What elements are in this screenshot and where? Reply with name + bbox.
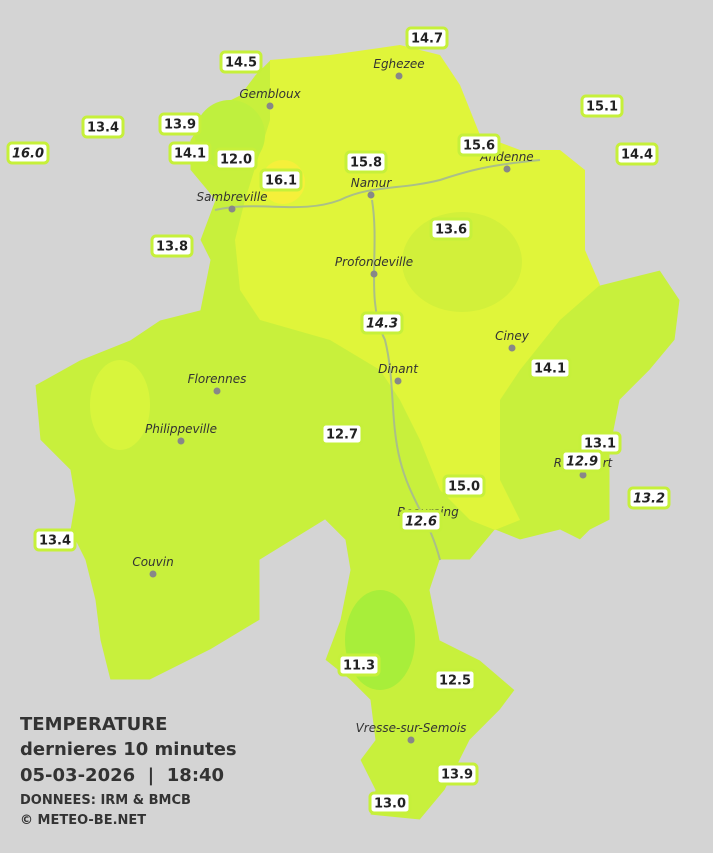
station-value: 13.2 [633,492,665,507]
station-value: 14.3 [366,317,398,332]
station-box [259,168,303,192]
station-value: 15.6 [463,139,495,154]
station-value: 16.0 [12,147,44,162]
station-value: 14.1 [174,147,206,162]
station-box [435,762,479,786]
station-value: 16.1 [265,174,297,189]
station-value: 14.1 [534,362,566,377]
station-box [615,142,659,166]
station-value: 15.1 [586,100,618,115]
station-box [405,26,449,50]
legend: TEMPERATURE dernieres 10 minutes 05-03-2… [20,714,237,828]
river [214,159,541,211]
station-value: 14.5 [225,56,257,71]
station-value: 13.9 [441,768,473,783]
station-value: 12.7 [326,428,358,443]
city-dot [177,437,185,445]
legend-title: TEMPERATURE [20,714,167,735]
city-dot [579,471,587,479]
city-dot [407,736,415,744]
city-label: Namur [351,176,393,190]
station-box [150,234,194,258]
station-box [560,449,604,473]
station-box [457,133,501,157]
city-dot [503,165,511,173]
station-box [320,422,364,446]
station-value: 13.9 [164,118,196,133]
city-dot [266,102,274,110]
city-dot [395,72,403,80]
station-value: 12.5 [439,674,471,689]
city-label: Gembloux [239,87,301,101]
legend-source: DONNEES: IRM & BMCB [20,793,191,808]
station-value: 14.4 [621,148,653,163]
station-box [360,311,404,335]
station-box [433,668,477,692]
station-box [528,356,572,380]
station-box [368,791,412,815]
station-value: 15.8 [350,156,382,171]
city-dot [367,191,375,199]
warm-zone [90,360,150,450]
city-dot [508,344,516,352]
station-value: 13.1 [584,437,616,452]
station-box [344,150,388,174]
city-dot [228,205,236,213]
city-dot [149,570,157,578]
city-label: Eghezee [373,57,424,71]
city-label: Vresse-sur-Semois [356,721,467,735]
station-value: 12.9 [566,455,598,470]
station-box [214,147,258,171]
legend-copyright: © METEO-BE.NET [20,813,146,828]
station-value: 13.6 [435,223,467,238]
station-box [158,112,202,136]
city-label: Philippeville [145,422,217,436]
station-box [81,115,125,139]
city-label: Couvin [132,555,173,569]
city-dot [213,387,221,395]
city-label: Ciney [495,329,530,343]
station-box [429,217,473,241]
station-box [580,94,624,118]
legend-datetime: 05-03-2026 | 18:40 [20,765,224,786]
city-label: Florennes [188,372,247,386]
city-label: Dinant [378,362,419,376]
river [371,199,441,561]
station-value: 15.0 [448,480,480,495]
station-box [337,653,381,677]
station-value: 14.7 [411,32,443,47]
city-dot [370,270,378,278]
station-box [219,50,263,74]
station-value: 12.6 [405,515,437,530]
station-value: 11.3 [343,659,375,674]
station-value: 13.4 [87,121,119,136]
station-box [399,509,443,533]
station-value: 13.4 [39,534,71,549]
legend-subtitle: dernieres 10 minutes [20,739,237,760]
station-box [442,474,486,498]
city-label: Sambreville [196,190,267,204]
station-box [6,141,50,165]
station-box [33,528,77,552]
station-box [627,486,671,510]
station-box [168,141,212,165]
station-value: 13.0 [374,797,406,812]
station-value: 12.0 [220,153,252,168]
city-dot [394,377,402,385]
station-value: 13.8 [156,240,188,255]
city-label: Profondeville [335,255,413,269]
